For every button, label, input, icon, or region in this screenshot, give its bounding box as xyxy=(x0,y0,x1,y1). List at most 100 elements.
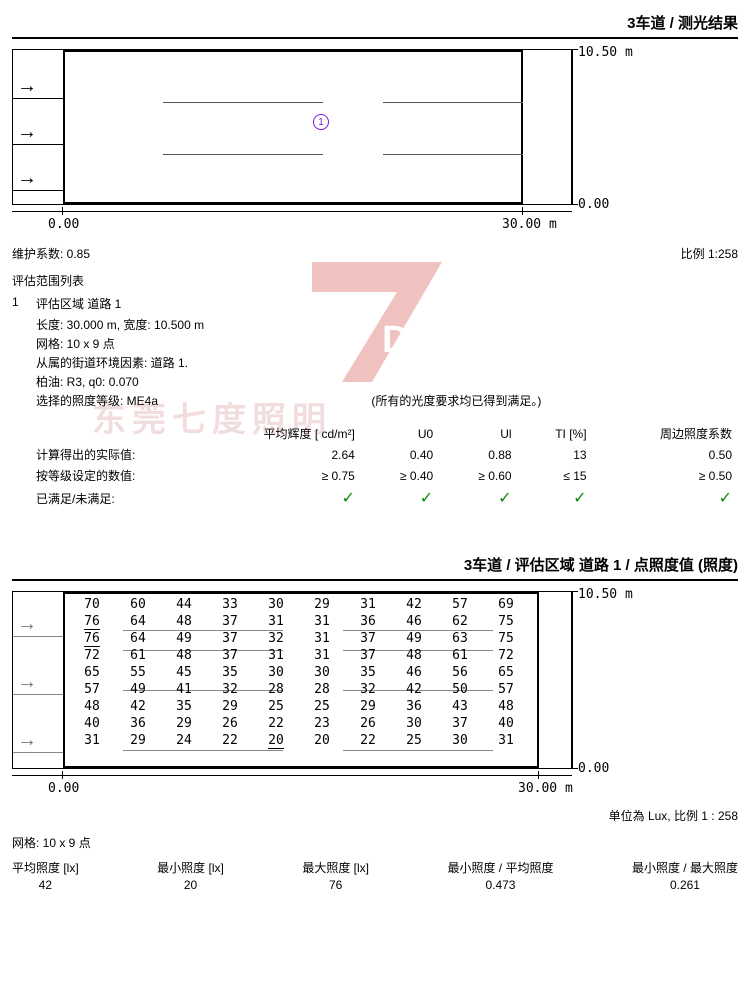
lane-arrow-icon: → xyxy=(17,614,37,634)
grid-cell: 31 xyxy=(299,647,345,664)
lane-dash xyxy=(383,102,523,103)
grid-cell: 37 xyxy=(207,613,253,630)
grid-cell: 64 xyxy=(115,613,161,630)
grid-cell: 65 xyxy=(69,664,115,681)
grid-cell: 42 xyxy=(391,681,437,698)
grid-cell: 25 xyxy=(391,732,437,749)
y-scale-2: 10.50 m0.00 xyxy=(572,591,652,769)
grid-cell: 72 xyxy=(69,647,115,664)
grid-cell: 25 xyxy=(299,698,345,715)
grid-cell: 69 xyxy=(483,596,529,613)
y-tick-top: 10.50 m xyxy=(578,45,633,60)
grid-cell: 26 xyxy=(207,715,253,732)
metric-cell: 2.64 xyxy=(182,444,361,465)
summary-item: 最大照度 [lx]76 xyxy=(302,859,369,892)
grid-cell: 64 xyxy=(115,630,161,647)
grid-cell: 22 xyxy=(345,732,391,749)
check-icon: ✓ xyxy=(573,490,586,507)
grid-cell: 65 xyxy=(483,664,529,681)
summary-label: 最小照度 / 最大照度 xyxy=(632,859,738,876)
grid-cell: 43 xyxy=(437,698,483,715)
grid-cell: 29 xyxy=(115,732,161,749)
grid-cell: 31 xyxy=(299,630,345,647)
grid-cell: 40 xyxy=(69,715,115,732)
metric-cell: 0.50 xyxy=(593,444,738,465)
lane-arrow-icon: → xyxy=(17,168,37,188)
grid-cell: 31 xyxy=(253,647,299,664)
grid-cell: 48 xyxy=(69,698,115,715)
grid-cell: 35 xyxy=(161,698,207,715)
eval-line: 从属的街道环境因素: 道路 1. xyxy=(36,354,541,371)
grid-cell: 55 xyxy=(115,664,161,681)
grid-cell: 48 xyxy=(161,613,207,630)
eval-line: 柏油: R3, q0: 0.070 xyxy=(36,373,541,390)
grid-cell: 23 xyxy=(299,715,345,732)
eval-block: 1 评估区域 道路 1 长度: 30.000 m, 宽度: 10.500 m网格… xyxy=(12,295,738,411)
summary-item: 最小照度 [lx]20 xyxy=(157,859,224,892)
grid-cell: 31 xyxy=(345,596,391,613)
grid-cell: 45 xyxy=(161,664,207,681)
grid-cell: 63 xyxy=(437,630,483,647)
summary-item: 平均照度 [lx] 42 xyxy=(12,859,79,892)
grid-cell: 24 xyxy=(161,732,207,749)
grid-cell: 72 xyxy=(483,647,529,664)
grid-cell: 26 xyxy=(345,715,391,732)
grid-cell: 37 xyxy=(345,647,391,664)
grid-cell: 50 xyxy=(437,681,483,698)
eval-title: 评估区域 道路 1 xyxy=(36,295,541,312)
section2-header: 3车道 / 评估区域 道路 1 / 点照度值 (照度) xyxy=(12,554,738,581)
lane-arrow-icon: → xyxy=(17,122,37,142)
grid-cell: 57 xyxy=(483,681,529,698)
grid-cell: 37 xyxy=(207,630,253,647)
metric-cell: ≥ 0.50 xyxy=(593,465,738,486)
check-icon: ✓ xyxy=(420,490,433,507)
lane-dash xyxy=(383,154,523,155)
eval-index: 1 xyxy=(12,295,36,411)
grid-cell: 36 xyxy=(391,698,437,715)
grid-cell: 41 xyxy=(161,681,207,698)
summary-value: 0.261 xyxy=(632,878,738,892)
metric-cell: ≥ 0.40 xyxy=(361,465,439,486)
grid-cell: 29 xyxy=(207,698,253,715)
grid-cell: 70 xyxy=(69,596,115,613)
check-icon: ✓ xyxy=(498,490,511,507)
grid-cell: 20 xyxy=(299,732,345,749)
grid-cell: 20 xyxy=(253,732,299,749)
summary-label: 平均照度 [lx] xyxy=(12,859,79,876)
x-tick-right: 30.00 m xyxy=(502,217,557,232)
grid-cell: 22 xyxy=(207,732,253,749)
grid-cell: 42 xyxy=(115,698,161,715)
grid-cell: 31 xyxy=(299,613,345,630)
eval-list-title: 评估范围列表 xyxy=(12,272,738,289)
check-icon: ✓ xyxy=(719,490,732,507)
summary-value: 0.473 xyxy=(447,878,553,892)
grid-cell: 37 xyxy=(437,715,483,732)
y-tick-top: 10.50 m xyxy=(578,587,633,602)
grid-cell: 32 xyxy=(253,630,299,647)
summary-label: 最小照度 [lx] xyxy=(157,859,224,876)
grid-cell: 31 xyxy=(69,732,115,749)
metric-cell: ≥ 0.75 xyxy=(182,465,361,486)
summary-item: 最小照度 / 最大照度 0.261 xyxy=(632,859,738,892)
x-tick-right: 30.00 m xyxy=(518,781,573,796)
summary-label: 最大照度 [lx] xyxy=(302,859,369,876)
grid-cell: 37 xyxy=(345,630,391,647)
eval-line: 网格: 10 x 9 点 xyxy=(36,335,541,352)
section1-diagram: →→→1 10.50 m0.00 0.0030.00 m xyxy=(12,49,738,237)
grid-cell: 31 xyxy=(483,732,529,749)
metrics-table: 平均辉度 [ cd/m²]U0UlTI [%]周边照度系数 计算得出的实际值:2… xyxy=(12,423,738,510)
grid-outer: →→→7060443330293142576976644837313136466… xyxy=(12,591,572,769)
grid-cell: 46 xyxy=(391,613,437,630)
grid-cell: 40 xyxy=(483,715,529,732)
grid-cell: 36 xyxy=(345,613,391,630)
grid-cell: 29 xyxy=(299,596,345,613)
metric-col: 平均辉度 [ cd/m²] xyxy=(182,423,361,444)
summary-value: 42 xyxy=(12,878,79,892)
grid-cell: 75 xyxy=(483,630,529,647)
units-line: 单位為 Lux, 比例 1 : 258 xyxy=(12,807,738,824)
metric-cell: 13 xyxy=(518,444,593,465)
grid-cell: 30 xyxy=(299,664,345,681)
grid-cell: 44 xyxy=(161,596,207,613)
grid-cell: 28 xyxy=(299,681,345,698)
grid-cell: 30 xyxy=(437,732,483,749)
